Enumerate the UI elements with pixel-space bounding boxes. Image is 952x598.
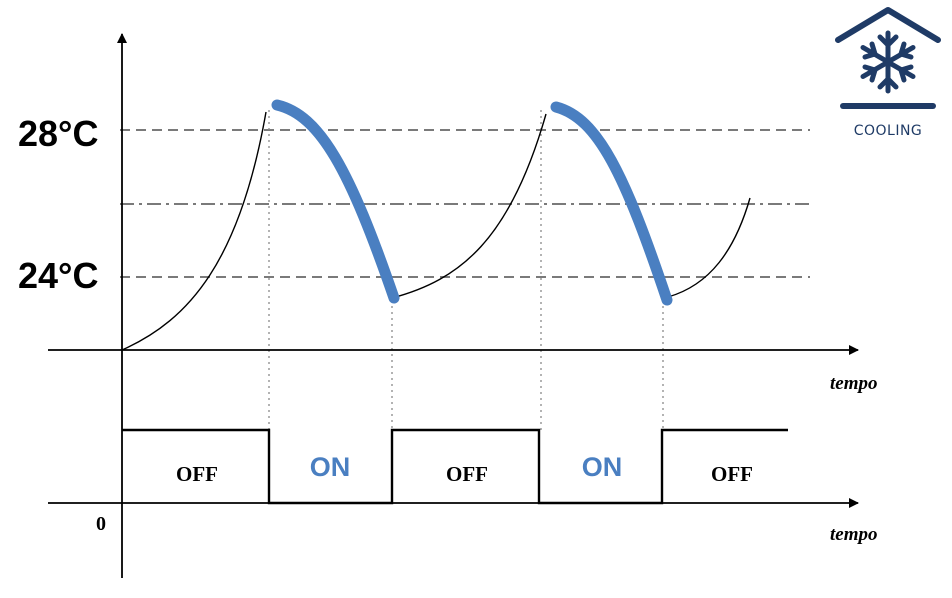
heating-segment-2 [391, 113, 547, 299]
time-axis-upper-label: tempo [830, 373, 878, 394]
cooling-segment-2 [550, 101, 673, 306]
temp-label-low: 24°C [18, 255, 98, 296]
snowflake-icon [860, 30, 916, 94]
switch-guides [268, 110, 664, 430]
state-waveform [122, 428, 788, 505]
time-axis-lower-label: tempo [830, 524, 878, 545]
cooling-label: COOLING [854, 123, 923, 139]
heating-curve [121, 111, 751, 351]
cooling-badge: COOLING [835, 7, 941, 139]
state-label-on-2: ON [582, 452, 623, 482]
cooling-curve [271, 99, 673, 306]
house-roof-icon [835, 7, 941, 43]
state-label-off-3: OFF [711, 462, 753, 486]
state-label-on-1: ON [310, 452, 351, 482]
heating-segment-3 [667, 197, 751, 298]
cooling-segment-1 [271, 99, 400, 304]
origin-label: 0 [96, 513, 106, 535]
temp-label-high: 28°C [18, 113, 98, 154]
state-label-off-1: OFF [176, 462, 218, 486]
state-label-off-2: OFF [446, 462, 488, 486]
heating-segment-1 [121, 111, 267, 351]
